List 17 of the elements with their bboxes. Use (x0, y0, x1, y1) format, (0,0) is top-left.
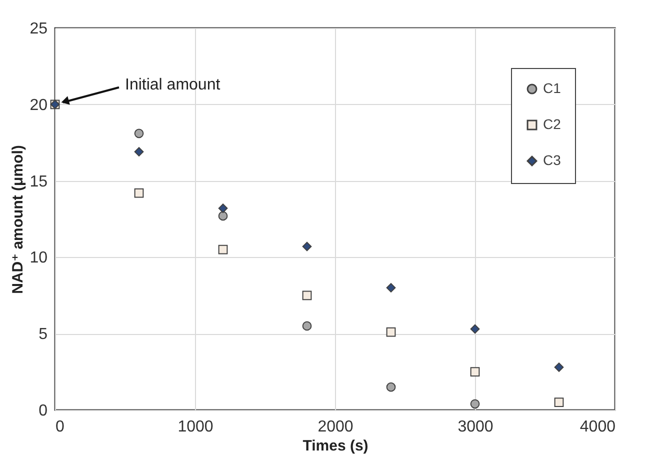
y-tick-label: 5 (38, 326, 48, 344)
x-tick-label: 4000 (580, 418, 616, 436)
x-tick-label: 0 (56, 418, 64, 436)
x-tick-label: 2000 (318, 418, 354, 436)
y-axis-title: NAD⁺ amount (μmol) (10, 145, 27, 294)
legend-label: C2 (543, 116, 562, 132)
y-tick-label: 0 (38, 402, 48, 420)
annotation: Initial amount (125, 76, 221, 94)
y-tick-label: 15 (30, 173, 48, 190)
legend-label: C3 (543, 152, 562, 168)
legend-label: C1 (543, 80, 562, 96)
y-tick-label: 25 (30, 20, 48, 38)
x-tick-label: 3000 (458, 418, 494, 436)
y-tick-label: 10 (30, 250, 48, 267)
x-tick-label: 1000 (178, 418, 214, 436)
y-tick-label: 20 (30, 96, 48, 114)
x-axis-title: Times (s) (302, 438, 368, 454)
